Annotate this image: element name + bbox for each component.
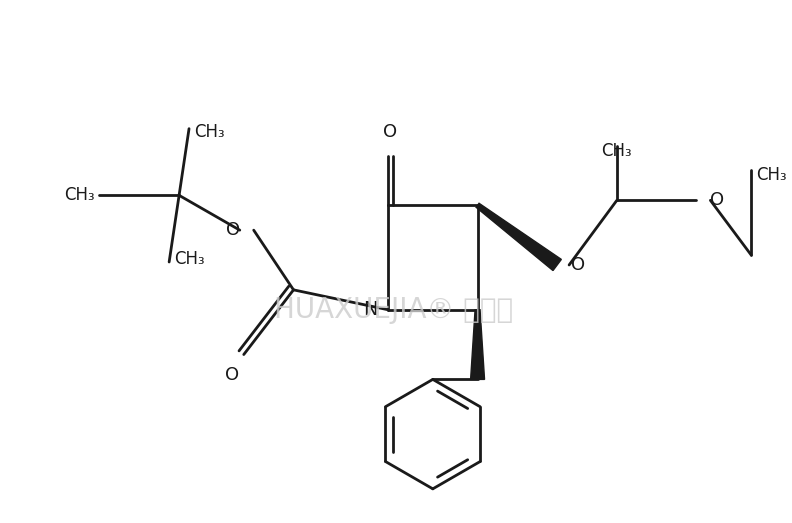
Text: O: O: [383, 122, 397, 141]
Text: O: O: [226, 221, 240, 239]
Text: CH₃: CH₃: [194, 122, 225, 141]
Text: O: O: [571, 256, 585, 274]
Text: N: N: [364, 300, 378, 319]
Text: CH₃: CH₃: [602, 142, 632, 160]
Polygon shape: [470, 310, 485, 379]
Text: O: O: [710, 191, 725, 209]
Polygon shape: [476, 203, 562, 270]
Text: CH₃: CH₃: [64, 186, 94, 204]
Text: CH₃: CH₃: [174, 250, 205, 268]
Text: CH₃: CH₃: [756, 166, 786, 185]
Text: O: O: [225, 367, 239, 384]
Text: HUAXUEJIA® 化学加: HUAXUEJIA® 化学加: [275, 295, 513, 324]
